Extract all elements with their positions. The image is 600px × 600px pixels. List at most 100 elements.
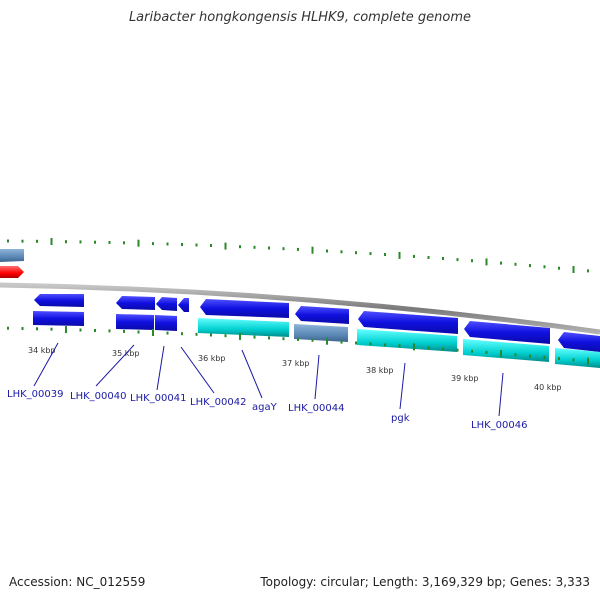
minor-tick — [355, 341, 357, 345]
minor-tick — [94, 240, 96, 244]
minor-tick — [239, 245, 241, 249]
genome-summary: Topology: circular; Length: 3,169,329 bp… — [260, 575, 590, 589]
leader-line — [95, 344, 135, 387]
genome-title: Laribacter hongkongensis HLHK9, complete… — [128, 10, 472, 25]
minor-tick — [224, 334, 227, 338]
gene-label-lhk-00039: LHK_00039 — [7, 389, 63, 400]
major-tick — [311, 246, 314, 254]
gene-label-lhk-00041: LHK_00041 — [130, 393, 186, 404]
gene-label-lhk-00040: LHK_00040 — [70, 391, 126, 402]
gene-labels: LHK_00039 LHK_00040 LHK_00041 LHK_00042 … — [7, 389, 527, 431]
minor-tick — [442, 347, 444, 351]
leader-line — [156, 345, 165, 391]
minor-tick — [123, 241, 125, 245]
minor-tick — [442, 257, 444, 260]
kbp-label: 39 kbp — [451, 374, 479, 383]
leader-line — [314, 354, 320, 400]
gene-arrow-partial-right — [558, 332, 600, 352]
minor-tick — [514, 262, 517, 266]
minor-tick — [7, 326, 9, 330]
minor-tick — [529, 264, 531, 268]
minor-tick — [311, 338, 314, 342]
minor-tick — [558, 357, 560, 361]
cds-block-lhk-00044 — [294, 324, 348, 342]
minor-tick — [543, 265, 546, 269]
minor-tick — [529, 354, 531, 358]
gene-arrow-lhk-00046 — [464, 321, 550, 344]
minor-tick — [340, 340, 343, 344]
minor-tick — [456, 348, 459, 352]
leader-line — [241, 349, 263, 399]
kbp-label: 34 kbp — [28, 346, 56, 355]
minor-tick — [514, 353, 517, 357]
gene-label-lhk-00044: LHK_00044 — [288, 403, 344, 414]
minor-tick — [210, 244, 212, 247]
gene-arrow-lhk-00042 — [178, 298, 189, 312]
cds-block-lhk-00041 — [155, 315, 177, 331]
major-tick — [137, 239, 140, 247]
minor-tick — [21, 327, 24, 330]
major-tick — [587, 357, 589, 365]
minor-tick — [166, 331, 169, 335]
cds-block-pgk — [357, 329, 457, 352]
minor-tick — [297, 247, 299, 251]
minor-tick — [123, 329, 125, 333]
minor-tick — [195, 332, 198, 336]
gene-label-leaders — [33, 342, 504, 417]
minor-tick — [108, 241, 111, 244]
minor-tick — [253, 335, 256, 339]
minor-tick — [50, 327, 53, 331]
minor-tick — [137, 330, 140, 334]
cds-block-lhk-00039 — [33, 311, 84, 326]
minor-tick — [268, 246, 270, 250]
minor-tick — [485, 350, 488, 354]
leader-line — [498, 372, 504, 417]
minor-tick — [79, 328, 82, 332]
minor-tick — [587, 269, 589, 273]
gene-arrow-agay — [200, 299, 289, 318]
minor-tick — [297, 338, 299, 341]
minor-tick — [543, 355, 546, 359]
kbp-label: 37 kbp — [282, 359, 310, 368]
cds-block-lhk-00040 — [116, 314, 154, 330]
minor-tick — [21, 239, 24, 243]
major-tick — [239, 332, 241, 340]
minor-tick — [36, 327, 38, 331]
minor-tick — [471, 349, 473, 353]
minor-tick — [282, 337, 285, 341]
minor-tick — [456, 258, 459, 262]
minor-tick — [181, 332, 183, 336]
cds-block-lhk-00046 — [463, 339, 549, 362]
minor-tick — [413, 254, 415, 258]
gene-label-lhk-00046: LHK_00046 — [471, 420, 527, 431]
minor-tick — [181, 243, 183, 246]
minor-tick — [326, 249, 328, 253]
minor-tick — [500, 261, 502, 265]
major-tick — [413, 343, 415, 351]
minor-tick — [108, 329, 111, 333]
upper-tick-row — [7, 238, 589, 273]
minor-tick — [65, 240, 67, 244]
gene-arrow-lhk-00041 — [156, 297, 177, 311]
minor-tick — [427, 256, 430, 259]
leader-line — [33, 342, 59, 387]
major-tick — [485, 258, 488, 266]
minor-tick — [384, 253, 386, 256]
minor-tick — [282, 247, 285, 251]
kbp-label: 40 kbp — [534, 383, 562, 392]
minor-tick — [384, 343, 386, 347]
leader-line — [399, 362, 406, 410]
gene-arrow-lhk-00044 — [295, 306, 349, 324]
minor-tick — [268, 336, 270, 340]
rrna-partial-red — [0, 266, 24, 278]
minor-tick — [253, 245, 256, 249]
gene-arrow-pgk — [358, 311, 458, 334]
major-tick — [50, 238, 53, 245]
genome-backbone — [0, 282, 600, 335]
gene-arrow-lhk-00039 — [34, 294, 84, 307]
major-tick — [152, 329, 154, 336]
minor-tick — [152, 242, 154, 246]
minor-tick — [79, 240, 82, 244]
major-tick — [224, 242, 227, 250]
